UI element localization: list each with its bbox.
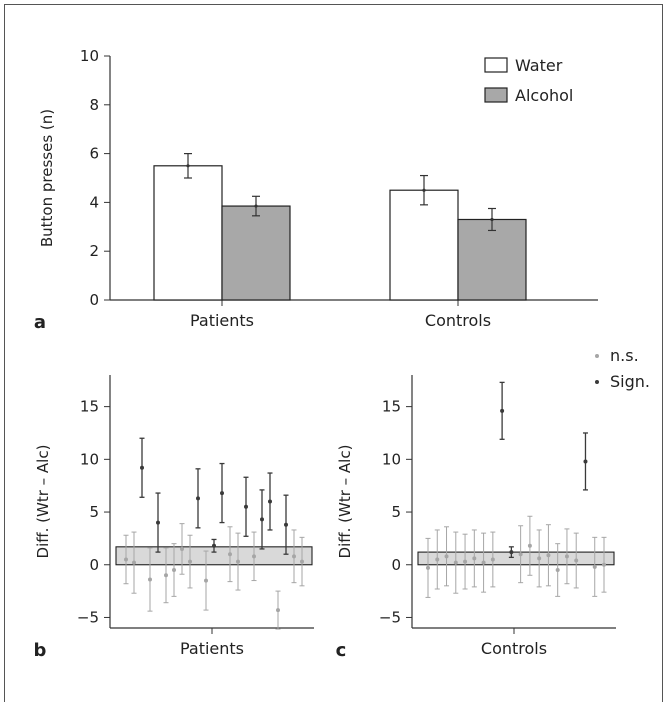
- pb-ns-point: [124, 557, 128, 562]
- pb-ns-point: [236, 559, 240, 564]
- pb-ns-point: [204, 578, 208, 583]
- pb-sig-point: [244, 504, 248, 509]
- pc-mean-bar: [417, 551, 615, 566]
- pb-y-tick-label: 10: [80, 450, 99, 468]
- a-category-label: Controls: [425, 311, 491, 330]
- legend-swatch-water: [484, 57, 508, 73]
- bar-alcohol-patients: [221, 205, 291, 301]
- pc-sig-point: [509, 550, 514, 555]
- pb-ns-point: [228, 552, 232, 557]
- panel-label-b: b: [34, 640, 47, 661]
- pb-y-tick-label: 5: [89, 503, 99, 521]
- legend-ns-label: n.s.: [610, 346, 639, 365]
- pb-x-axis-label: Patients: [180, 639, 244, 658]
- bar-water-patients: [153, 165, 223, 301]
- panel-label-a: a: [34, 312, 46, 333]
- panel-label-c: c: [336, 640, 347, 661]
- pb-sig-point: [268, 499, 272, 504]
- pb-sig-point: [212, 543, 216, 548]
- bar-alcohol-controls: [457, 218, 527, 301]
- pc-x-axis-label: Controls: [481, 639, 547, 658]
- a-y-tick-label: 4: [89, 193, 99, 211]
- a-y-tick-label: 0: [89, 291, 99, 309]
- pc-ns-point: [537, 556, 542, 561]
- a-mean-dot: [422, 188, 426, 192]
- pc-ns-point: [602, 562, 606, 567]
- pb-ns-point: [188, 559, 192, 564]
- pc-ns-point: [426, 565, 430, 570]
- pb-ns-point: [252, 554, 256, 559]
- pc-ns-point: [481, 560, 486, 565]
- pb-sig-point: [284, 522, 288, 527]
- a-mean-dot: [186, 164, 190, 168]
- pc-ns-point: [592, 564, 597, 569]
- pb-ns-point: [148, 577, 152, 582]
- a-category-label: Patients: [190, 311, 254, 330]
- pb-y-axis-label: Diff. (Wtr – Alc): [34, 445, 52, 559]
- a-y-axis-label: Button presses (n): [38, 109, 56, 247]
- legend-ns-marker: [595, 354, 599, 358]
- pc-y-tick-label: 0: [391, 556, 401, 574]
- pc-ns-point: [444, 554, 449, 559]
- a-y-tick-label: 10: [80, 47, 99, 65]
- pb-ns-point: [132, 560, 136, 565]
- pb-sig-point: [196, 496, 200, 501]
- pc-ns-point: [555, 568, 560, 573]
- pc-y-tick-label: 15: [382, 398, 401, 416]
- pc-ns-point: [453, 560, 458, 565]
- pc-ns-point: [574, 558, 579, 563]
- pc-ns-point: [490, 557, 495, 562]
- legend-sig-label: Sign.: [610, 372, 650, 391]
- a-y-tick-label: 6: [89, 145, 99, 163]
- a-mean-dot: [254, 204, 258, 208]
- pc-y-tick-label: 10: [382, 450, 401, 468]
- a-mean-dot: [490, 217, 494, 222]
- a-y-tick-label: 8: [89, 96, 99, 114]
- pb-ns-point: [180, 546, 184, 551]
- pb-y-tick-label: −5: [77, 608, 99, 626]
- pc-y-axis-label: Diff. (Wtr – Alc): [336, 445, 354, 559]
- pb-ns-point: [172, 568, 176, 573]
- pc-ns-point: [472, 556, 477, 561]
- pb-ns-point: [276, 608, 280, 613]
- pc-sig-point: [583, 459, 588, 464]
- legend-swatch-alcohol: [484, 87, 508, 103]
- pb-ns-point: [164, 573, 168, 578]
- legend-label-water: Water: [515, 56, 563, 75]
- pc-y-tick-label: 5: [391, 503, 401, 521]
- pc-sig-point: [500, 408, 505, 413]
- pc-ns-point: [435, 557, 440, 562]
- a-y-tick-label: 2: [89, 242, 99, 260]
- pc-ns-point: [564, 554, 569, 559]
- pc-ns-point: [463, 559, 468, 564]
- pc-ns-point: [546, 553, 551, 558]
- pb-sig-point: [140, 465, 144, 470]
- legend-sig-marker: [595, 380, 599, 384]
- pb-ns-point: [300, 559, 304, 564]
- pc-ns-point: [527, 543, 532, 548]
- pb-y-tick-label: 0: [89, 556, 99, 574]
- pc-ns-point: [518, 552, 523, 557]
- pb-y-tick-label: 15: [80, 398, 99, 416]
- legend-label-alcohol: Alcohol: [515, 86, 573, 105]
- pb-ns-point: [292, 554, 296, 559]
- pc-y-tick-label: −5: [379, 608, 401, 626]
- bar-water-controls: [389, 189, 459, 301]
- pb-sig-point: [260, 517, 264, 522]
- pb-sig-point: [220, 491, 224, 496]
- figure-frame: [4, 4, 663, 702]
- pb-sig-point: [156, 520, 160, 525]
